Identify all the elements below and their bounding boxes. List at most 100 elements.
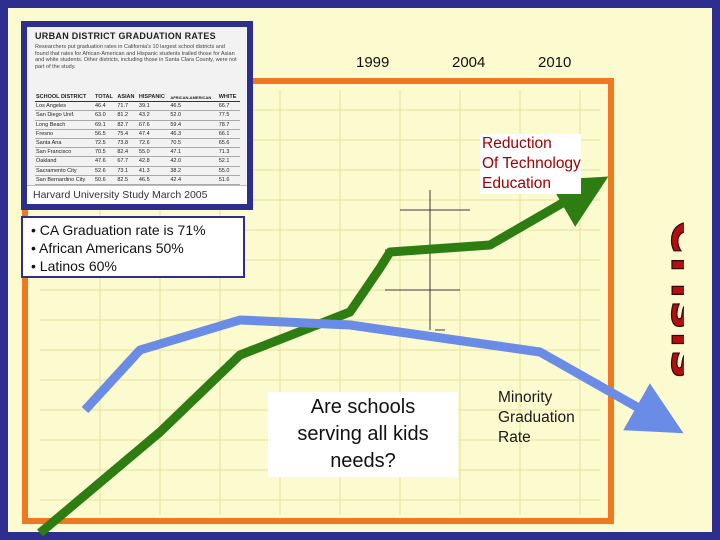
table-cell: 55.0 [217, 166, 240, 176]
table-cell: 75.4 [116, 129, 138, 139]
table-cell: 41.3 [137, 166, 170, 176]
table-cell: 66.7 [217, 101, 240, 112]
statistics-box: • CA Graduation rate is 71% • African Am… [21, 216, 245, 278]
graduation-table: SCHOOL DISTRICT TOTAL ASIAN HISPANIC AFRICAN… [35, 93, 240, 185]
table-cell: 65.6 [217, 138, 240, 149]
minority-rate-label: Minority Graduation Rate [498, 388, 575, 448]
reduction-label: Reduction Of Technology Education [480, 134, 581, 194]
table-row: Long Beach 69.1 82.7 67.6 59.4 78.7 [35, 120, 240, 130]
table-cell: Long Beach [35, 120, 94, 130]
table-cell: 42.8 [137, 156, 170, 167]
table-cell: 46.5 [169, 101, 218, 112]
study-caption: Harvard University Study March 2005 [27, 185, 247, 204]
question-box: Are schools serving all kids needs? [268, 392, 458, 477]
table-cell: 50.6 [94, 175, 117, 185]
table-cell: 71.3 [217, 147, 240, 158]
table-cell: Santa Ana [35, 138, 94, 149]
table-cell: Sacramento City [35, 166, 94, 176]
table-cell: 73.1 [116, 166, 138, 176]
table-cell: 72.5 [94, 138, 117, 149]
year-label: 1999 [356, 54, 390, 71]
year-label: 2004 [452, 54, 486, 71]
bullet-item: • CA Graduation rate is 71% [31, 222, 206, 238]
graduation-trend-line [37, 176, 609, 537]
table-cell: 47.1 [169, 147, 218, 158]
table-cell: 67.6 [137, 120, 170, 130]
table-cell: 78.7 [217, 120, 240, 130]
table-cell: 43.2 [137, 110, 170, 121]
table-cell: San Diego Unif. [35, 110, 94, 121]
table-cell: 52.0 [169, 110, 218, 121]
question-line: serving all kids [297, 423, 429, 445]
table-cell: 72.6 [137, 138, 170, 149]
reduction-line: Education [482, 175, 551, 192]
table-cell: 46.5 [137, 175, 170, 185]
table-cell: 46.4 [94, 101, 117, 112]
table-cell: 82.7 [116, 120, 138, 130]
table-row: Santa Ana 72.5 73.8 72.6 70.5 65.6 [35, 138, 240, 149]
table-cell: 63.0 [94, 110, 117, 121]
table-row: Oakland 47.6 67.7 42.8 42.0 52.1 [35, 156, 240, 167]
table-cell: 69.1 [94, 120, 117, 130]
table-cell: 71.7 [116, 101, 138, 112]
table-cell: 39.1 [137, 101, 170, 112]
newspaper-clipping: URBAN DISTRICT GRADUATION RATES Research… [21, 21, 253, 210]
table-cell: 70.5 [94, 147, 117, 158]
table-cell: Fresno [35, 129, 94, 139]
table-cell: 55.0 [137, 147, 170, 158]
question-line: needs? [330, 450, 396, 472]
reduction-line: Reduction [482, 135, 552, 152]
reduction-line: Of Technology [482, 155, 581, 172]
table-cell: Los Angeles [35, 101, 94, 112]
table-row: Sacramento City 52.6 73.1 41.3 38.2 55.0 [35, 166, 240, 176]
table-row: Los Angeles 46.4 71.7 39.1 46.5 66.7 [35, 101, 240, 112]
table-cell: 51.6 [217, 175, 240, 185]
table-header-cell: ASIAN [116, 93, 138, 103]
minority-graduation-line [81, 315, 684, 434]
table-cell: 67.7 [116, 156, 138, 167]
table-cell: 42.4 [169, 175, 218, 185]
table-cell: 42.0 [169, 156, 218, 167]
table-header-cell: HISPANIC [137, 93, 170, 103]
bullet-item: • Latinos 60% [31, 258, 117, 274]
year-label: 2010 [538, 54, 572, 71]
table-cell: 59.4 [169, 120, 218, 130]
minority-line: Minority [498, 389, 553, 406]
table-cell: 46.3 [169, 129, 218, 139]
table-row: San Diego Unif. 63.0 81.2 43.2 52.0 77.5 [35, 110, 240, 121]
table-cell: 66.1 [217, 129, 240, 139]
table-cell: 81.2 [116, 110, 138, 121]
table-cell: 73.8 [116, 138, 138, 149]
table-row: San Francisco 70.5 82.4 55.0 47.1 71.3 [35, 147, 240, 158]
orange-frame [22, 78, 614, 524]
table-cell: 82.5 [116, 175, 138, 185]
question-line: Are schools [310, 396, 416, 418]
table-cell: San Francisco [35, 147, 94, 158]
clipping-paragraph: Researchers put graduation rates in Cali… [35, 44, 237, 70]
minority-line: Graduation [498, 409, 575, 426]
bullet-item: • African Americans 50% [31, 240, 184, 256]
table-cell: 38.2 [169, 166, 218, 176]
table-row: Fresno 56.5 75.4 47.4 46.3 66.1 [35, 129, 240, 139]
table-header-cell: AFRICAN-AMERICAN [169, 93, 218, 103]
minority-line: Rate [498, 429, 531, 446]
clipping-title: URBAN DISTRICT GRADUATION RATES [35, 31, 216, 41]
table-cell: 70.5 [169, 138, 218, 149]
table-cell: Oakland [35, 156, 94, 167]
crisis-text: Crisis [661, 220, 684, 381]
table-cell: 77.5 [217, 110, 240, 121]
table-cell: 56.5 [94, 129, 117, 139]
table-cell: 47.6 [94, 156, 117, 167]
table-cell: 47.4 [137, 129, 170, 139]
table-cell: 82.4 [116, 147, 138, 158]
table-header-cell: SCHOOL DISTRICT [35, 93, 94, 103]
table-cell: San Bernardino City [35, 175, 94, 185]
table-cell: 52.6 [94, 166, 117, 176]
table-header-row: SCHOOL DISTRICT TOTAL ASIAN HISPANIC AFRICAN… [35, 93, 240, 103]
table-cell: 52.1 [217, 156, 240, 167]
table-header-cell: WHITE [217, 93, 240, 103]
table-row: San Bernardino City 50.6 82.5 46.5 42.4 51.6 [35, 175, 240, 185]
crisis-label: Crisis [660, 219, 684, 381]
table-header-cell: TOTAL [94, 93, 117, 103]
